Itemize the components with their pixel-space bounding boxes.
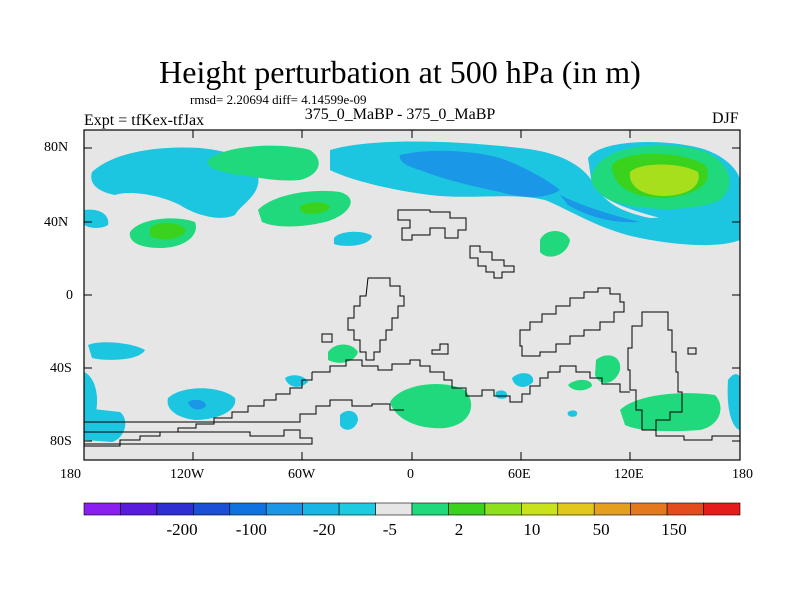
contour-plot bbox=[83, 129, 741, 461]
colorbar-label: -5 bbox=[383, 520, 397, 539]
colorbar-swatch bbox=[302, 502, 340, 516]
x-tick-label: 120E bbox=[614, 467, 644, 482]
stats-text: rmsd= 2.20694 diff= 4.14599e-09 bbox=[190, 92, 367, 107]
map-title: Height perturbation at 500 hPa (in m) bbox=[159, 54, 641, 90]
y-tick-label: 40N bbox=[44, 215, 69, 230]
axis-ticks bbox=[83, 130, 741, 460]
colorbar-swatch bbox=[630, 502, 668, 516]
colorbar-label: 50 bbox=[593, 520, 610, 539]
colorbar-label: -20 bbox=[313, 520, 336, 539]
colorbar-swatch bbox=[265, 502, 303, 516]
negative-core-contours bbox=[188, 150, 640, 410]
colorbar-swatch bbox=[120, 502, 158, 516]
colorbar-swatch bbox=[411, 502, 449, 516]
colorbar-swatch bbox=[521, 502, 559, 516]
experiment-label: Expt = tfKex-tfJax bbox=[84, 112, 205, 129]
colorbar-swatch bbox=[193, 502, 231, 516]
season-label: DJF bbox=[712, 110, 739, 127]
period-label: 375_0_MaBP - 375_0_MaBP bbox=[304, 106, 496, 123]
positive-high-contours bbox=[629, 164, 699, 196]
colorbar-label: 2 bbox=[455, 520, 464, 539]
colorbar-swatch bbox=[484, 502, 522, 516]
colorbar-swatch bbox=[156, 502, 194, 516]
y-tick-label: 40S bbox=[50, 361, 72, 376]
colorbar-label: 10 bbox=[523, 520, 540, 539]
colorbar-swatch bbox=[703, 502, 741, 516]
colorbar-label: -200 bbox=[166, 520, 197, 539]
coastline bbox=[84, 209, 740, 447]
x-tick-label: 60W bbox=[288, 467, 316, 482]
colorbar-swatch bbox=[593, 502, 631, 516]
colorbar-label: 150 bbox=[661, 520, 687, 539]
colorbar-swatch bbox=[83, 502, 121, 516]
y-tick-label: 80S bbox=[50, 434, 72, 449]
colorbar-swatch bbox=[338, 502, 376, 516]
colorbar-swatch bbox=[375, 502, 413, 516]
colorbar-swatch bbox=[666, 502, 704, 516]
colorbar-label: -100 bbox=[236, 520, 267, 539]
x-tick-label: 60E bbox=[508, 467, 531, 482]
colorbar-swatch bbox=[229, 502, 267, 516]
x-tick-label: 180 bbox=[732, 467, 753, 482]
x-tick-label: 0 bbox=[407, 467, 414, 482]
colorbar-swatch bbox=[557, 502, 595, 516]
x-tick-label: 180 bbox=[60, 467, 81, 482]
y-tick-label: 80N bbox=[44, 140, 69, 155]
y-tick-label: 0 bbox=[66, 288, 73, 303]
colorbar: -200 -100 -20 -5 2 10 50 150 bbox=[83, 502, 741, 539]
x-tick-label: 120W bbox=[170, 467, 205, 482]
colorbar-swatch bbox=[448, 502, 486, 516]
